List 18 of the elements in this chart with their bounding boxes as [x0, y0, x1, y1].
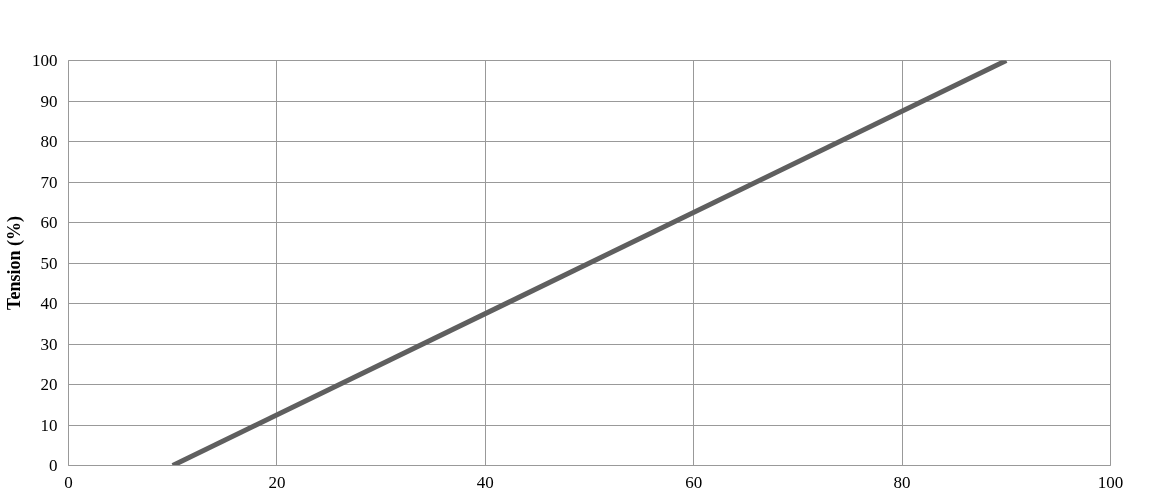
x-tick-label: 80 [893, 472, 911, 492]
y-tick-label: 30 [40, 334, 58, 354]
x-tick-label: 20 [268, 472, 286, 492]
y-tick-label: 0 [49, 456, 58, 475]
y-tick-label: 100 [32, 51, 58, 70]
x-tick-label: 60 [685, 472, 703, 492]
y-axis-title: Tension (%) [4, 216, 25, 310]
y-tick-label: 10 [40, 415, 58, 435]
x-tick-label: 100 [1097, 472, 1124, 492]
x-tick-label: 0 [64, 472, 73, 492]
x-tick-label: 40 [476, 472, 494, 492]
y-tick-label: 80 [40, 132, 58, 151]
y-tick-label: 70 [40, 172, 58, 192]
y-tick-label: 40 [40, 294, 58, 313]
y-tick-label: 50 [40, 253, 58, 273]
y-tick-label: 20 [40, 375, 58, 394]
y-tick-label: 60 [40, 213, 58, 232]
y-tick-label: 90 [40, 91, 58, 111]
